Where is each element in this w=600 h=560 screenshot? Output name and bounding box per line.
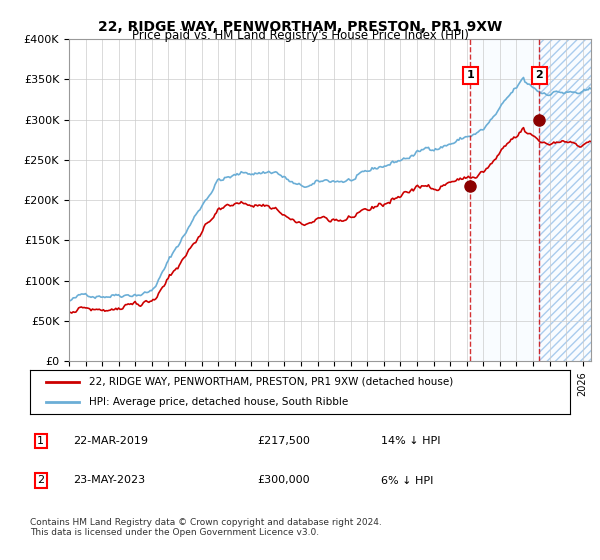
Text: HPI: Average price, detached house, South Ribble: HPI: Average price, detached house, Sout… [89, 397, 349, 407]
Text: 22, RIDGE WAY, PENWORTHAM, PRESTON, PR1 9XW (detached house): 22, RIDGE WAY, PENWORTHAM, PRESTON, PR1 … [89, 377, 454, 387]
Text: 22, RIDGE WAY, PENWORTHAM, PRESTON, PR1 9XW: 22, RIDGE WAY, PENWORTHAM, PRESTON, PR1 … [98, 20, 502, 34]
Text: 22-MAR-2019: 22-MAR-2019 [73, 436, 148, 446]
Text: Contains HM Land Registry data © Crown copyright and database right 2024.
This d: Contains HM Land Registry data © Crown c… [30, 518, 382, 538]
Text: £300,000: £300,000 [257, 475, 310, 486]
Text: 2: 2 [536, 71, 544, 81]
Text: 1: 1 [37, 436, 44, 446]
Text: £217,500: £217,500 [257, 436, 310, 446]
Text: 23-MAY-2023: 23-MAY-2023 [73, 475, 145, 486]
Text: 6% ↓ HPI: 6% ↓ HPI [381, 475, 433, 486]
Bar [539, 39, 591, 361]
Bar [539, 39, 591, 361]
Text: 2: 2 [37, 475, 44, 486]
Bar [470, 39, 539, 361]
Text: Price paid vs. HM Land Registry's House Price Index (HPI): Price paid vs. HM Land Registry's House … [131, 29, 469, 42]
Text: 1: 1 [466, 71, 474, 81]
Text: 14% ↓ HPI: 14% ↓ HPI [381, 436, 440, 446]
